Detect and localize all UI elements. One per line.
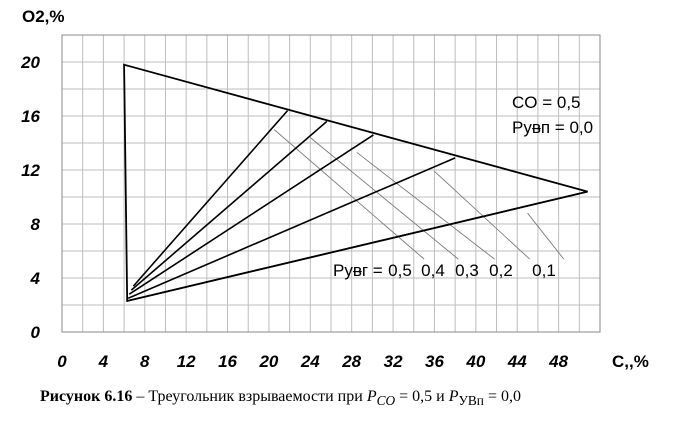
- pvg-value-label: 0,1: [532, 261, 556, 280]
- pvp-annotation: Pуᴃп = 0,0: [512, 118, 593, 137]
- co-annotation: CO = 0,5: [512, 93, 581, 112]
- y-tick-label: 8: [31, 215, 41, 234]
- leader-lines: [273, 129, 565, 260]
- plot-border: [61, 34, 601, 333]
- leader-line: [527, 212, 565, 260]
- series-lines: [126, 110, 588, 302]
- x-tick-label: 28: [341, 352, 361, 371]
- caption-figure-number: Рисунок 6.16: [40, 388, 133, 405]
- leader-line: [356, 152, 495, 260]
- series-line: [130, 120, 328, 291]
- x-tick-label: 0: [57, 352, 67, 371]
- caption-text: – Треугольник взрываемости при: [132, 388, 367, 405]
- y-tick-label: 4: [30, 269, 41, 288]
- x-tick-label: 32: [384, 352, 403, 371]
- pvg-value-label: 0,5: [388, 261, 412, 280]
- x-tick-label: 16: [218, 352, 237, 371]
- caption-symbol-1: P: [366, 388, 377, 405]
- caption-eq-2: = 0,0: [483, 388, 521, 405]
- plot-frame: [61, 34, 601, 333]
- x-tick-label: 8: [140, 352, 150, 371]
- grid-lines: [61, 34, 601, 333]
- y-axis-title: O2,%: [22, 7, 65, 26]
- caption-sub-2: УВп: [458, 393, 484, 409]
- x-axis-title: C,,%: [612, 352, 649, 371]
- series-line: [128, 134, 374, 295]
- y-tick-label: 0: [31, 323, 41, 342]
- y-tick-label: 12: [21, 161, 40, 180]
- figure-caption: Рисунок 6.16 – Треугольник взрываемости …: [40, 388, 680, 409]
- pvg-value-label: 0,3: [455, 261, 479, 280]
- series-line: [127, 157, 456, 299]
- x-tick-label: 36: [425, 352, 444, 371]
- pvg-annotation-prefix: Pуᴃг =: [333, 261, 383, 280]
- series-line: [126, 190, 588, 302]
- leader-line: [310, 137, 459, 260]
- x-tick-label: 24: [300, 352, 320, 371]
- series-line: [132, 110, 289, 287]
- caption-sub-1: CO: [376, 393, 396, 409]
- x-tick-label: 48: [548, 352, 568, 371]
- x-tick-label: 40: [465, 352, 485, 371]
- caption-eq-1: = 0,5 и: [395, 388, 449, 405]
- x-tick-label: 12: [177, 352, 196, 371]
- pvg-values: 0,5 0,4 0,3 0,2 0,1: [388, 261, 556, 280]
- leader-line: [434, 171, 530, 260]
- leader-line: [273, 129, 425, 260]
- x-tick-label: 44: [507, 352, 527, 371]
- y-tick-label: 20: [20, 53, 40, 72]
- x-tick-label: 4: [98, 352, 109, 371]
- pvg-value-label: 0,2: [489, 261, 513, 280]
- x-tick-labels: 0 4 8 12 16 20 24 28 32 36 40 44 48: [57, 352, 568, 371]
- x-tick-label: 20: [258, 352, 278, 371]
- caption-symbol-2: P: [448, 388, 459, 405]
- y-tick-labels: 0 4 8 12 16 20: [20, 53, 40, 342]
- y-tick-label: 16: [21, 107, 40, 126]
- pvg-value-label: 0,4: [421, 261, 445, 280]
